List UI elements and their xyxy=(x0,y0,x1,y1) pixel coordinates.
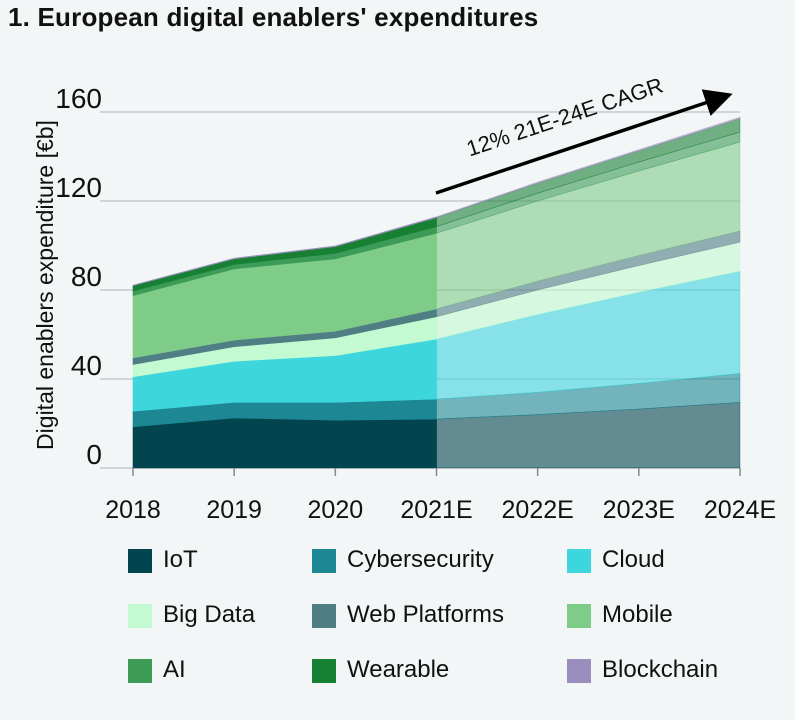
legend-label: Cybersecurity xyxy=(347,546,494,573)
legend-label: IoT xyxy=(163,546,198,573)
stacked-areas xyxy=(132,116,741,469)
legend-label: Big Data xyxy=(163,601,256,628)
y-tick-label: 120 xyxy=(55,172,102,203)
y-tick-label: 80 xyxy=(71,261,102,292)
x-tick-label: 2024E xyxy=(704,496,776,524)
legend-label: Cloud xyxy=(602,546,665,573)
x-tick-labels: 2018 2019 2020 2021E 2022E 2023E 2024E xyxy=(105,468,776,524)
legend-label: Mobile xyxy=(602,601,673,628)
legend-swatch xyxy=(312,549,336,573)
chart-title: 1. European digital enablers' expenditur… xyxy=(8,2,539,32)
x-tick-label: 2022E xyxy=(502,496,574,524)
legend-swatch xyxy=(567,549,591,573)
y-tick-label: 0 xyxy=(86,439,102,470)
legend-swatch xyxy=(567,604,591,628)
cagr-label: 12% 21E-24E CAGR xyxy=(463,72,666,161)
y-axis-label: Digital enablers expenditure [€b] xyxy=(32,120,58,450)
legend-swatch xyxy=(312,659,336,683)
area-blockchain-forecast xyxy=(436,116,741,219)
x-tick-label: 2018 xyxy=(105,496,161,524)
x-tick-label: 2023E xyxy=(603,496,675,524)
cagr-arrow xyxy=(435,89,733,195)
y-tick-label: 40 xyxy=(71,350,102,381)
legend-swatch xyxy=(128,659,152,683)
legend-swatch xyxy=(567,659,591,683)
legend-swatch xyxy=(312,604,336,628)
legend-label: Wearable xyxy=(347,656,450,683)
legend-label: AI xyxy=(163,656,186,683)
legend-label: Web Platforms xyxy=(347,601,504,628)
x-tick-label: 2019 xyxy=(206,496,262,524)
legend-swatch xyxy=(128,549,152,573)
legend-swatch xyxy=(128,604,152,628)
area-iot-actual xyxy=(132,417,437,469)
legend-label: Blockchain xyxy=(602,656,719,683)
x-tick-label: 2021E xyxy=(400,496,472,524)
y-tick-labels: 0 40 80 120 160 xyxy=(55,83,102,470)
x-tick-label: 2020 xyxy=(308,496,364,524)
y-tick-label: 160 xyxy=(55,83,102,114)
